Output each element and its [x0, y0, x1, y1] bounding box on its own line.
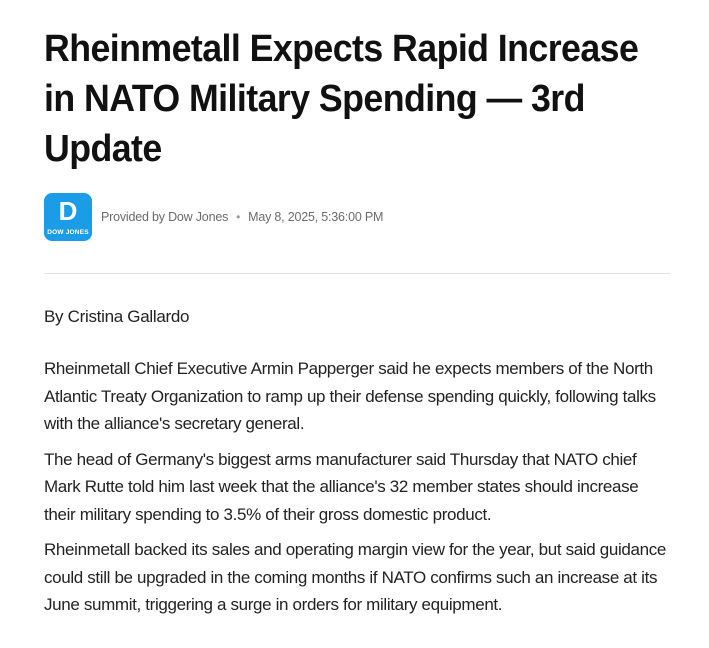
- provided-by[interactable]: Provided by Dow Jones: [101, 210, 229, 224]
- dow-jones-logo[interactable]: D DOW JONES: [44, 193, 92, 241]
- article-headline: Rheinmetall Expects Rapid Increase in NA…: [44, 28, 639, 170]
- article: Rheinmetall Expects Rapid Increase in NA…: [44, 24, 672, 619]
- article-paragraph-3: Rheinmetall backed its sales and operati…: [44, 540, 666, 614]
- publish-timestamp: May 8, 2025, 5:36:00 PM: [248, 210, 384, 224]
- logo-letter: D: [58, 196, 78, 226]
- header-divider: [44, 273, 670, 274]
- author-byline: By Cristina Gallardo: [44, 307, 190, 326]
- article-paragraph-1: Rheinmetall Chief Executive Armin Papper…: [44, 359, 656, 433]
- article-paragraph-2: The head of Germany's biggest arms manuf…: [44, 449, 639, 524]
- meta-separator: •: [236, 210, 241, 224]
- logo-text: DOW JONES: [47, 229, 89, 236]
- meta-text: Provided by Dow Jones • May 8, 2025, 5:3…: [101, 210, 383, 224]
- provider-meta: D DOW JONES Provided by Dow Jones • May …: [44, 193, 672, 241]
